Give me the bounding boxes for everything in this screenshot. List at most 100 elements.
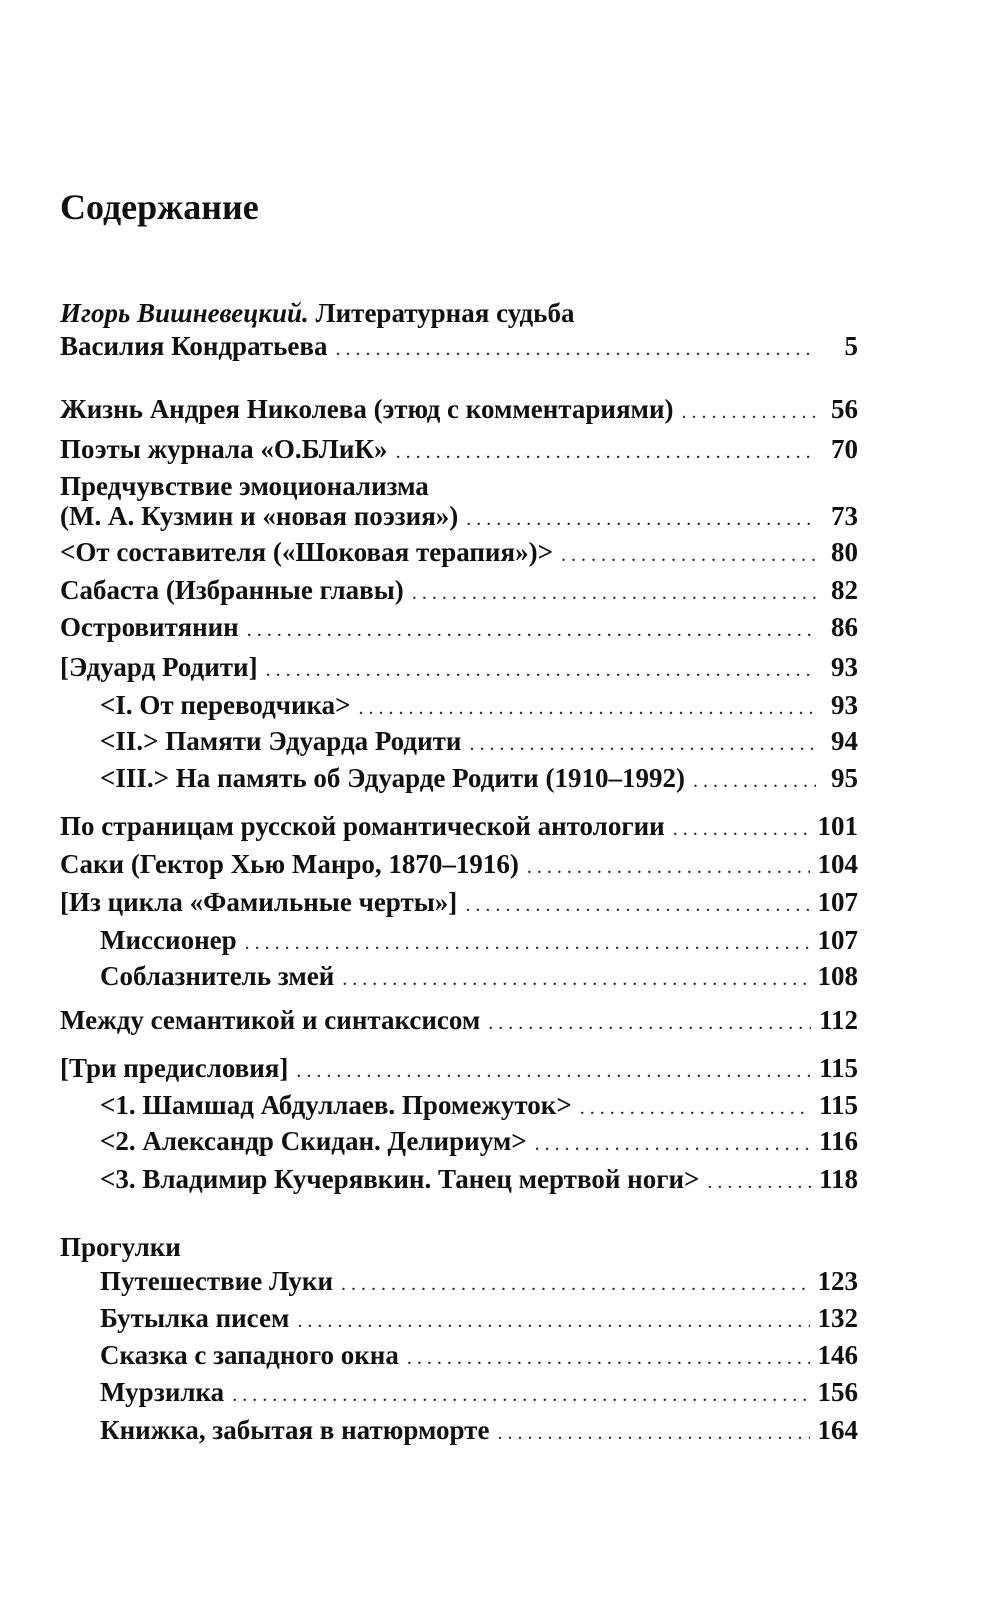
page-number: 164 (817, 1415, 859, 1445)
entry-title: <2. Александр Скидан. Делириум> (100, 1126, 527, 1156)
page-number: 108 (817, 961, 859, 991)
leader-dots (359, 692, 816, 724)
page-number: 95 (831, 763, 858, 793)
entry-title: Соблазнитель змей (100, 961, 335, 991)
page-number: 146 (817, 1340, 859, 1370)
toc-subentry[interactable]: Книжка, забытая в натюрморте 164 (100, 1414, 858, 1449)
entry-title: <3. Владимир Кучерявкин. Танец мертвой н… (100, 1164, 700, 1194)
page-number: 107 (817, 887, 859, 917)
entry-title: Путешествие Луки (100, 1266, 334, 1296)
leader-dots (527, 851, 810, 883)
page-number: 123 (817, 1266, 859, 1296)
toc-subentry[interactable]: <2. Александр Скидан. Делириум> 116 (100, 1125, 858, 1160)
page-number: 112 (818, 1005, 858, 1035)
page-number: 5 (844, 331, 859, 361)
page-number: 56 (831, 394, 858, 424)
page-number: 104 (817, 849, 859, 879)
entry-title: Поэты журнала «О.БЛиК» (60, 434, 388, 464)
entry-title: [Из цикла «Фамильные черты»] (60, 887, 458, 917)
toc-entry[interactable]: Саки (Гектор Хью Манро, 1870–1916) 104 (60, 848, 858, 883)
toc-entry[interactable]: Между семантикой и синтаксисом 112 (60, 1004, 858, 1039)
toc-subentry[interactable]: <II.> Памяти Эдуарда Родити 94 (100, 725, 858, 760)
leader-dots (469, 728, 816, 760)
entry-title: (М. А. Кузмин и «новая поэзия») (60, 501, 459, 531)
entry-title: Литературная судьба (315, 298, 575, 328)
leader-dots (497, 1417, 809, 1449)
entry-author: Игорь Вишневецкий. (60, 298, 309, 328)
toc-subentry[interactable]: <III.> На память об Эдуарде Родити (1910… (100, 762, 858, 797)
toc-entry[interactable]: Островитянин 86 (60, 611, 858, 646)
toc-entry[interactable]: Жизнь Андрея Николева (этюд с комментари… (60, 393, 858, 428)
leader-dots (693, 765, 816, 797)
page-number: 73 (831, 501, 858, 531)
toc-subentry[interactable]: <1. Шамшад Абдуллаев. Промежуток> 115 (100, 1089, 858, 1124)
entry-title: По страницам русской романтической антол… (60, 811, 665, 841)
leader-dots (682, 396, 817, 428)
leader-dots (342, 963, 809, 995)
entry-title: Бутылка писем (100, 1303, 290, 1333)
toc-subentry[interactable]: <I. От переводчика> 93 (100, 689, 858, 724)
entry-title: <II.> Памяти Эдуарда Родити (100, 726, 462, 756)
page-number: 107 (817, 925, 859, 955)
leader-dots (561, 539, 816, 571)
leader-dots (535, 1128, 811, 1160)
page-number: 116 (818, 1126, 858, 1156)
toc-entry[interactable]: По страницам русской романтической антол… (60, 810, 858, 845)
page-number: 86 (831, 612, 858, 642)
leader-dots (580, 1092, 811, 1124)
toc-subentry[interactable]: Миссионер 107 (100, 924, 858, 959)
toc-subentry[interactable]: Бутылка писем 132 (100, 1302, 858, 1337)
toc-entry[interactable]: [Три предисловия] 115 (60, 1052, 858, 1087)
page-number: 115 (818, 1090, 858, 1120)
leader-dots (707, 1166, 811, 1198)
toc-entry[interactable]: Поэты журнала «О.БЛиК» 70 (60, 433, 858, 468)
toc-entry[interactable]: <От составителя («Шоковая терапия»)> 80 (60, 536, 858, 571)
leader-dots (245, 927, 810, 959)
entry-title: Островитянин (60, 612, 239, 642)
toc-entry[interactable]: [Из цикла «Фамильные черты»] 107 (60, 886, 858, 921)
entry-title: Между семантикой и синтаксисом (60, 1005, 481, 1035)
toc-subentry[interactable]: Соблазнитель змей 108 (100, 960, 858, 995)
leader-dots (465, 889, 809, 921)
page-number: 93 (831, 652, 858, 682)
leader-dots (396, 436, 816, 468)
toc-subentry[interactable]: Путешествие Луки 123 (100, 1265, 858, 1300)
page-number: 94 (831, 726, 858, 756)
entry-title: Книжка, забытая в натюрморте (100, 1415, 490, 1445)
toc-entry-line1: Игорь Вишневецкий. Литературная судьба (60, 297, 574, 329)
toc-subentry[interactable]: <3. Владимир Кучерявкин. Танец мертвой н… (100, 1163, 858, 1198)
entry-title: Василия Кондратьева (60, 331, 328, 361)
entry-title: Миссионер (100, 925, 237, 955)
leader-dots (296, 1055, 811, 1087)
entry-title: Мурзилка (100, 1377, 225, 1407)
entry-title: [Три предисловия] (60, 1053, 289, 1083)
toc-entry[interactable]: [Эдуард Родити] 93 (60, 651, 858, 686)
leader-dots (335, 333, 816, 365)
entry-title: Сабаста (Избранные главы) (60, 575, 404, 605)
toc-entry-line1: Предчувствие эмоционализма (60, 471, 429, 501)
entry-title: Сказка с западного окна (100, 1340, 399, 1370)
leader-dots (673, 813, 810, 845)
toc-subentry[interactable]: Мурзилка 156 (100, 1376, 858, 1411)
page-number: 118 (818, 1164, 858, 1194)
leader-dots (297, 1305, 809, 1337)
toc-entry[interactable]: Василия Кондратьева 5 (60, 330, 858, 365)
leader-dots (407, 1342, 810, 1374)
toc-entry[interactable]: Сабаста (Избранные главы) 82 (60, 574, 858, 609)
entry-title: <1. Шамшад Абдуллаев. Промежуток> (100, 1090, 572, 1120)
page-number: 82 (831, 575, 858, 605)
leader-dots (412, 577, 816, 609)
page-title: Содержание (60, 187, 259, 227)
leader-dots (232, 1379, 809, 1411)
toc-entry[interactable]: (М. А. Кузмин и «новая поэзия») 73 (60, 500, 858, 535)
entry-title: <От составителя («Шоковая терапия»)> (60, 537, 553, 567)
entry-title: <III.> На память об Эдуарде Родити (1910… (100, 763, 685, 793)
leader-dots (266, 654, 816, 686)
page-number: 156 (817, 1377, 859, 1407)
toc-subentry[interactable]: Сказка с западного окна 146 (100, 1339, 858, 1374)
entry-title: Саки (Гектор Хью Манро, 1870–1916) (60, 849, 519, 879)
entry-title: Жизнь Андрея Николева (этюд с комментари… (60, 394, 674, 424)
section-heading: Прогулки (60, 1232, 181, 1262)
page-number: 80 (831, 537, 858, 567)
entry-title: [Эдуард Родити] (60, 652, 258, 682)
